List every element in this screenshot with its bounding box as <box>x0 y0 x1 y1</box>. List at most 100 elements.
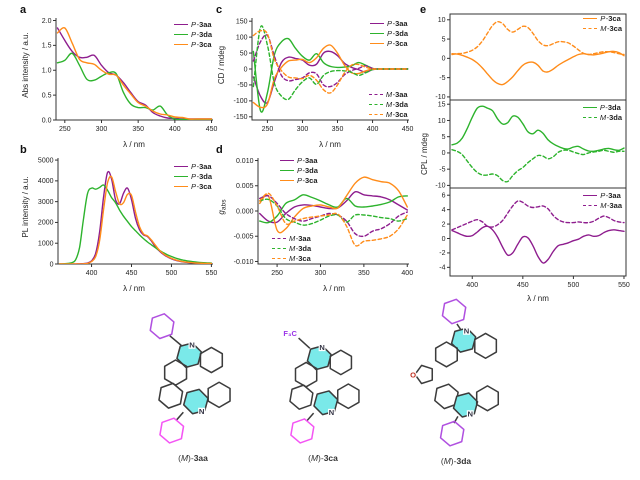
legend-item-M-3da: M-3da <box>368 100 408 109</box>
benzo-ring <box>434 383 459 410</box>
svg-text:100: 100 <box>236 34 248 41</box>
molecule-caption-3aa: (M)-3aa <box>178 453 208 463</box>
svg-text:10: 10 <box>438 17 446 24</box>
series-P-3aa <box>451 225 625 264</box>
panel-letter-a: a <box>20 4 27 16</box>
panel-b: b PL intensity / a.u. 0 1000 2000 3000 4000 5… <box>20 144 218 294</box>
benzo-ring <box>414 364 434 385</box>
legend-item-P-3da: P-3da <box>174 172 212 181</box>
legend-line-swatch <box>174 34 189 35</box>
legend-item-P-3ca: P-3ca <box>174 182 212 191</box>
legend-item-P-3aa: P-3aa <box>174 20 212 29</box>
legend-item-P-3da: P-3da <box>174 30 212 39</box>
legend-line-swatch <box>272 248 286 249</box>
legend-line-swatch <box>280 180 294 181</box>
violet-phenyl-ring <box>439 420 465 447</box>
magenta-phenyl-ring <box>159 417 185 444</box>
molecule-structure-3da: O N N <box>409 298 500 447</box>
svg-text:5: 5 <box>442 134 446 141</box>
legend-label: P-3da <box>599 103 621 112</box>
svg-text:250: 250 <box>262 126 274 133</box>
oxygen-atom-label: O <box>410 370 416 379</box>
series-P-3ca <box>58 175 213 264</box>
svg-text:-0.010: -0.010 <box>234 259 254 266</box>
legend-line-swatch <box>174 186 189 187</box>
svg-text:350: 350 <box>132 126 144 133</box>
svg-text:350: 350 <box>358 270 370 277</box>
svg-text:250: 250 <box>271 270 283 277</box>
legend-item-P-3ca: P-3ca <box>370 39 408 48</box>
bond <box>306 412 315 422</box>
nitrogen-atom-label: N <box>329 408 334 417</box>
legend-line-swatch <box>174 176 189 177</box>
svg-text:300: 300 <box>315 270 327 277</box>
svg-text:-2: -2 <box>439 250 445 257</box>
nitrogen-atom-label: N <box>468 409 474 418</box>
legend-label: P-3ca <box>600 14 621 23</box>
nitrogen-atom-label: N <box>189 340 195 349</box>
legend-label: M-3da <box>289 244 312 253</box>
violet-phenyl-ring <box>149 313 175 340</box>
nitrogen-atom-label: N <box>319 343 324 352</box>
svg-text:250: 250 <box>59 126 71 133</box>
chart-circular-dichroism: -150 -100 -50 0 50 100 150 250 300 350 400 450 <box>233 18 414 133</box>
legend: P-3aa P-3da P-3ca <box>174 162 212 191</box>
x-axis-label: λ / nm <box>527 294 549 303</box>
bond <box>456 323 462 331</box>
legend-line-swatch <box>583 195 598 196</box>
legend: P-3aa P-3da P-3ca <box>370 19 408 48</box>
legend: M-3aa M-3da M-3ca <box>272 234 311 263</box>
series-P-3ca <box>259 176 408 234</box>
chart-cpl-3ca: -10 -5 0 5 10 <box>435 13 627 100</box>
legend-item-P-3aa: P-3aa <box>280 156 318 165</box>
svg-text:0: 0 <box>244 66 248 73</box>
svg-text:1.5: 1.5 <box>42 43 52 50</box>
pyridine-ring <box>450 327 477 353</box>
benzo-ring <box>207 381 231 409</box>
legend-label: M-3aa <box>289 234 311 243</box>
svg-text:400: 400 <box>169 126 181 133</box>
svg-text:150: 150 <box>236 18 248 25</box>
series-P-3ca <box>56 27 213 120</box>
series-P-3da <box>56 52 213 120</box>
nitrogen-atom-label: N <box>464 326 470 335</box>
legend-line-swatch <box>583 205 598 206</box>
svg-text:0: 0 <box>442 56 446 63</box>
svg-text:-10: -10 <box>435 183 445 188</box>
panel-letter-e: e <box>420 4 427 16</box>
legend-item-P-3ca: P-3ca <box>174 40 212 49</box>
violet-phenyl-ring <box>441 298 467 325</box>
svg-text:-0.005: -0.005 <box>234 234 254 241</box>
legend-item-P-3aa: P-3aa <box>583 191 622 200</box>
legend: M-3aa M-3da M-3ca <box>368 90 408 119</box>
bond <box>175 411 184 421</box>
svg-text:2: 2 <box>442 221 446 228</box>
svg-text:0: 0 <box>442 150 446 157</box>
legend-line-swatch <box>174 166 189 167</box>
svg-text:-150: -150 <box>233 114 247 121</box>
legend-item-M-3da: M-3da <box>582 113 622 122</box>
benzo-ring <box>158 382 184 409</box>
legend-label: P-3da <box>387 29 408 38</box>
legend-item-M-3ca: M-3ca <box>272 254 311 263</box>
svg-text:450: 450 <box>517 282 529 289</box>
legend-label: M-3ca <box>385 110 408 119</box>
svg-text:300: 300 <box>96 126 108 133</box>
svg-text:5000: 5000 <box>38 157 54 164</box>
chart-gabs: -0.010 -0.005 0.000 0.005 0.010 250 300 350 400 <box>234 158 414 277</box>
bond <box>169 335 182 347</box>
legend-item-M-3ca: M-3ca <box>583 24 622 33</box>
svg-text:400: 400 <box>86 270 98 277</box>
benzo-ring <box>474 332 498 360</box>
panel-letter-d: d <box>216 144 223 156</box>
benzo-ring <box>163 359 188 386</box>
legend-label: P-3ca <box>191 182 212 191</box>
benzo-ring <box>475 385 500 412</box>
cpl-stack: -10 -5 0 5 10 -10 -5 0 5 10 15 -4 -2 0 2 4 6 400 450 500 5… <box>420 10 632 302</box>
molecule-3aa: N N (M)-3aa <box>128 302 258 463</box>
legend-label: M-3ca <box>289 254 311 263</box>
svg-text:0.005: 0.005 <box>236 183 254 190</box>
svg-text:450: 450 <box>206 126 218 133</box>
legend-line-swatch <box>272 258 286 259</box>
legend-label: P-3da <box>191 30 212 39</box>
